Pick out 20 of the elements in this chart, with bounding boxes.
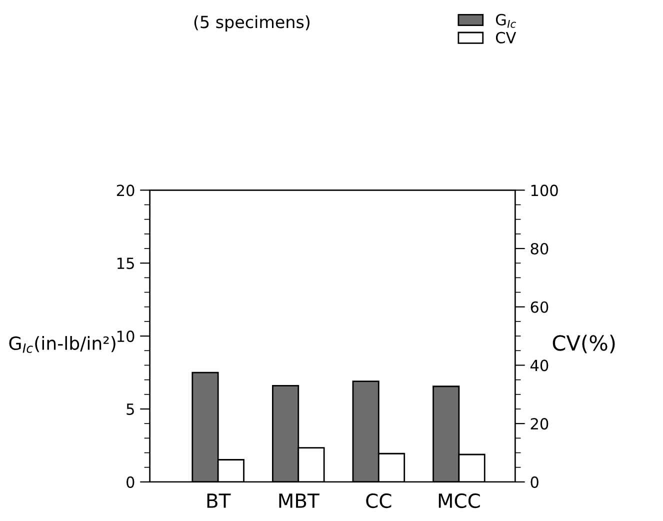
chart-title: (5 specimens) bbox=[194, 15, 310, 32]
legend-label: G$_{Ic}$ bbox=[496, 14, 516, 28]
y2-tick-label: 100 bbox=[531, 184, 558, 196]
x-tick-label: BT bbox=[207, 494, 231, 508]
y-tick-label: 0 bbox=[126, 476, 134, 488]
y2-tick-label: 80 bbox=[530, 242, 548, 255]
x-tick-label: CC bbox=[366, 493, 392, 508]
y2-axis-title: CV(%) bbox=[552, 334, 615, 354]
x-tick-label: MBT bbox=[279, 494, 320, 508]
y-tick-label: 10 bbox=[117, 330, 134, 342]
y2-tick-label: 60 bbox=[530, 301, 548, 313]
y-axis-title: G$_{Ic}$(in-lb/in²) bbox=[9, 336, 116, 353]
x-tick-label: MCC bbox=[438, 493, 480, 508]
y2-tick-label: 20 bbox=[530, 418, 548, 430]
y-tick-label: 15 bbox=[117, 258, 134, 270]
y2-tick-label: 0 bbox=[530, 476, 538, 488]
legend-label: CV bbox=[496, 32, 516, 44]
y-tick-label: 20 bbox=[116, 184, 134, 196]
y-tick-label: 5 bbox=[126, 404, 134, 416]
y2-tick-label: 40 bbox=[530, 360, 548, 372]
